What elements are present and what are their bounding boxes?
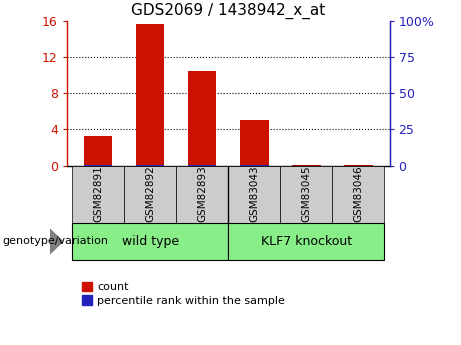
Text: genotype/variation: genotype/variation	[2, 237, 108, 246]
Bar	[228, 223, 384, 260]
Text: wild type: wild type	[122, 235, 179, 248]
Text: KLF7 knockout: KLF7 knockout	[261, 235, 352, 248]
Bar	[72, 166, 124, 223]
Polygon shape	[50, 229, 63, 254]
Bar	[188, 165, 217, 166]
Title: GDS2069 / 1438942_x_at: GDS2069 / 1438942_x_at	[131, 3, 325, 19]
Bar	[292, 165, 320, 166]
Bar	[176, 166, 228, 223]
Bar	[240, 165, 268, 166]
Bar	[280, 166, 332, 223]
Text: GSM82892: GSM82892	[145, 166, 155, 223]
Bar	[344, 165, 372, 166]
Text: GSM82893: GSM82893	[197, 166, 207, 223]
Bar	[240, 120, 268, 166]
Text: GSM83043: GSM83043	[249, 166, 259, 223]
Legend: count, percentile rank within the sample: count, percentile rank within the sample	[82, 282, 285, 306]
Bar	[124, 166, 176, 223]
Text: GSM83045: GSM83045	[301, 166, 311, 223]
Text: GSM83046: GSM83046	[353, 166, 363, 223]
Bar	[332, 166, 384, 223]
Bar	[188, 70, 217, 166]
Bar	[84, 165, 112, 166]
Bar	[84, 136, 112, 166]
Bar	[136, 165, 165, 166]
Bar	[136, 24, 165, 166]
Bar	[72, 223, 228, 260]
Bar	[228, 166, 280, 223]
Text: GSM82891: GSM82891	[93, 166, 103, 223]
